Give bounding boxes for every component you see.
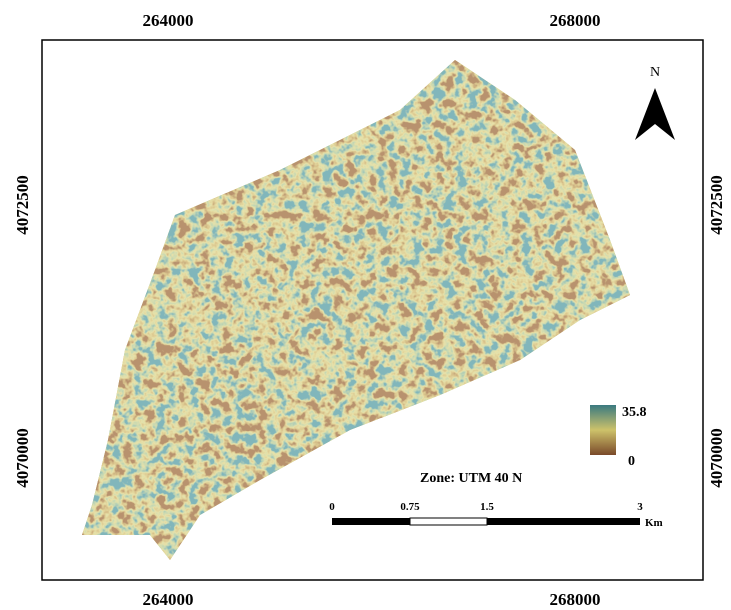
scale-label: 1.5	[480, 501, 494, 513]
north-arrow	[635, 88, 675, 140]
left-label: 4070000	[13, 428, 32, 488]
legend-min: 0	[628, 454, 635, 469]
map: 264000 268000 264000 268000 4072500 4070…	[0, 0, 731, 610]
top-label: 268000	[550, 11, 601, 30]
bottom-label: 264000	[143, 590, 194, 609]
right-label: 4072500	[707, 175, 726, 235]
right-label: 4070000	[707, 428, 726, 488]
bottom-label: 268000	[550, 590, 601, 609]
north-label: N	[650, 65, 660, 80]
legend-max: 35.8	[622, 405, 647, 420]
left-label: 4072500	[13, 175, 32, 235]
scale-bar	[332, 518, 640, 525]
zone-label: Zone: UTM 40 N	[420, 471, 522, 486]
top-label: 264000	[143, 11, 194, 30]
legend-ramp	[590, 405, 616, 455]
scale-label: 0.75	[400, 501, 420, 513]
scale-label: 0	[329, 501, 335, 513]
scale-label: 3	[637, 501, 643, 513]
scale-unit: Km	[645, 517, 663, 529]
raster	[70, 50, 640, 570]
